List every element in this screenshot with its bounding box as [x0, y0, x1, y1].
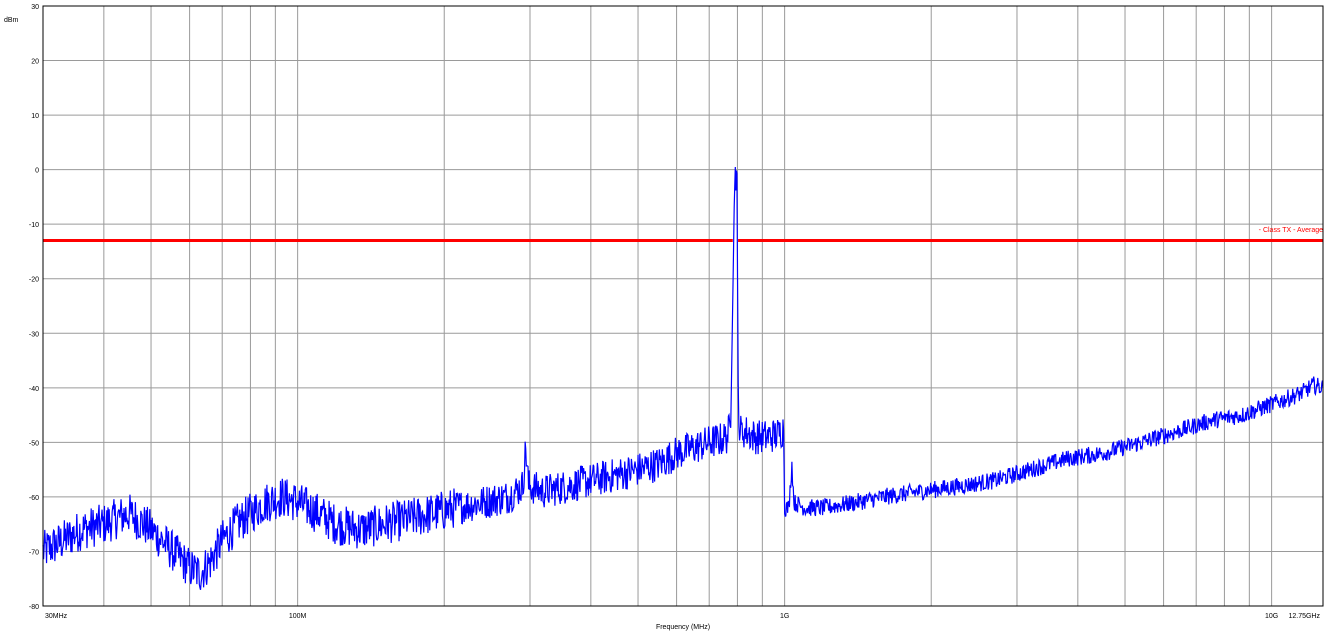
y-tick-label: -30: [29, 331, 39, 338]
y-tick-label: 30: [31, 4, 39, 11]
x-axis-ticks: 30MHz 100M 1G 10G 12.75GHz: [45, 613, 1320, 620]
x-tick-label: 30MHz: [45, 613, 68, 620]
y-tick-label: -10: [29, 222, 39, 229]
y-tick-label: -40: [29, 386, 39, 393]
y-tick-label: -20: [29, 277, 39, 284]
x-tick-label: 100M: [289, 613, 307, 620]
x-tick-label: 1G: [780, 613, 789, 620]
y-tick-label: -50: [29, 440, 39, 447]
y-tick-label: 10: [31, 113, 39, 120]
y-axis-label: dBm: [4, 17, 19, 24]
x-axis-label: Frequency (MHz): [656, 624, 710, 631]
plot-frame: [42, 5, 1324, 607]
x-tick-label: 12.75GHz: [1288, 613, 1320, 620]
x-tick-label: 10G: [1265, 613, 1278, 620]
y-tick-label: -70: [29, 549, 39, 556]
y-tick-label: -60: [29, 495, 39, 502]
limit-line-label: - Class TX - Average: [1259, 227, 1323, 234]
spectrum-trace: [42, 167, 1324, 590]
y-tick-label: -80: [29, 604, 39, 611]
y-tick-label: 0: [35, 168, 39, 175]
y-axis-ticks: 30 20 10 0 -10 -20 -30 -40 -50 -60 -70 -80: [29, 4, 39, 611]
y-tick-label: 20: [31, 59, 39, 66]
